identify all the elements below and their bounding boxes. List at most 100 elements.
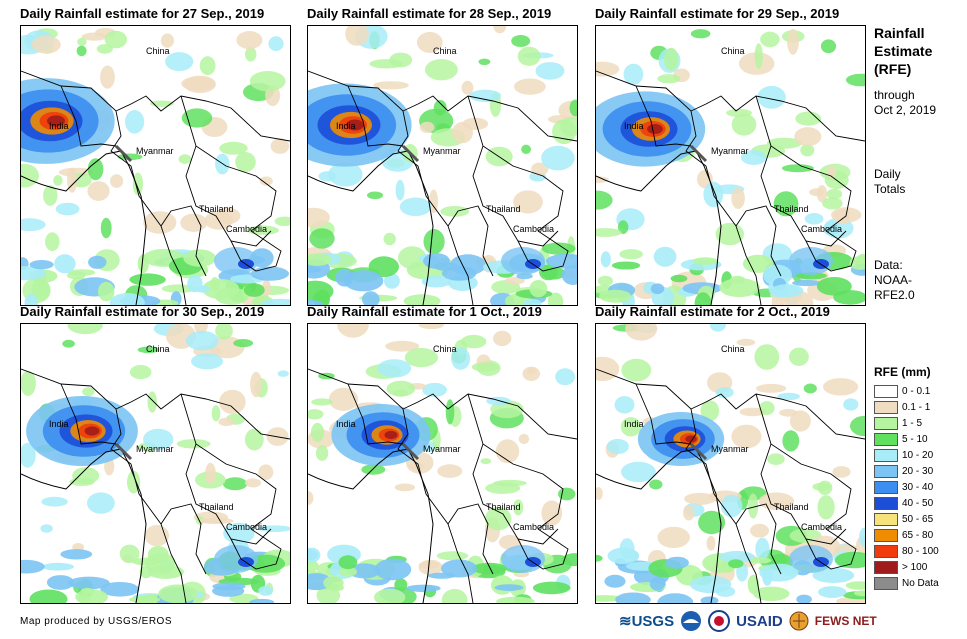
map-label-cambodia: Cambodia [801, 522, 843, 532]
legend-label: > 100 [902, 561, 928, 573]
legend-label: 0.1 - 1 [902, 401, 931, 413]
map-label-thailand: Thailand [199, 204, 234, 214]
rainfall-map-panel: China India Myanmar Thailand Cambodia [307, 25, 578, 306]
legend-swatch [874, 560, 898, 574]
legend-swatch [874, 448, 898, 462]
legend-swatch [874, 464, 898, 478]
map-label-china: China [146, 46, 170, 56]
legend-item: 0.1 - 1 [874, 399, 939, 415]
through-label: through Oct 2, 2019 [874, 88, 937, 117]
map-label-cambodia: Cambodia [513, 522, 555, 532]
legend-item: 20 - 30 [874, 463, 939, 479]
map-label-myanmar: Myanmar [711, 444, 749, 454]
map-label-thailand: Thailand [774, 502, 809, 512]
map-label-india: India [624, 121, 644, 131]
logo-bar: ≋USGS USAID FEWS NET [619, 608, 877, 634]
legend-label: 80 - 100 [902, 545, 939, 557]
rainfall-map-panel: China India Myanmar Thailand Cambodia [20, 323, 291, 604]
map-label-india: India [336, 419, 356, 429]
legend-item: 5 - 10 [874, 431, 939, 447]
map-credit: Map produced by USGS/EROS [20, 616, 173, 627]
rainfall-map-svg [21, 324, 290, 603]
rainfall-map-svg [308, 26, 577, 305]
usaid-seal-icon [708, 610, 731, 632]
legend-swatch [874, 384, 898, 398]
map-label-china: China [146, 344, 170, 354]
map-label-india: India [49, 419, 69, 429]
panel-title: Daily Rainfall estimate for 29 Sep., 201… [595, 6, 840, 21]
map-label-myanmar: Myanmar [423, 444, 461, 454]
legend-item: 1 - 5 [874, 415, 939, 431]
legend-item: 65 - 80 [874, 527, 939, 543]
map-label-myanmar: Myanmar [136, 146, 174, 156]
map-label-cambodia: Cambodia [801, 224, 843, 234]
legend: 0 - 0.1 0.1 - 1 1 - 5 5 - 10 10 - 20 20 - 30 3… [874, 383, 939, 591]
panel-title: Daily Rainfall estimate for 2 Oct., 2019 [595, 304, 830, 319]
map-label-cambodia: Cambodia [226, 522, 268, 532]
legend-label: 50 - 65 [902, 513, 934, 525]
rainfall-map-panel: China India Myanmar Thailand Cambodia [20, 25, 291, 306]
legend-item: 40 - 50 [874, 495, 939, 511]
legend-swatch [874, 576, 898, 590]
legend-swatch [874, 400, 898, 414]
legend-title: RFE (mm) [874, 365, 931, 379]
legend-item: 30 - 40 [874, 479, 939, 495]
map-label-cambodia: Cambodia [513, 224, 555, 234]
map-label-china: China [433, 46, 457, 56]
map-label-india: India [336, 121, 356, 131]
data-source-label: Data: NOAA- RFE2.0 [874, 258, 915, 302]
noaa-logo-icon [681, 611, 702, 631]
map-label-china: China [433, 344, 457, 354]
map-label-cambodia: Cambodia [226, 224, 268, 234]
legend-swatch [874, 432, 898, 446]
legend-swatch [874, 528, 898, 542]
map-label-thailand: Thailand [486, 502, 521, 512]
legend-label: 5 - 10 [902, 433, 928, 445]
legend-item: 10 - 20 [874, 447, 939, 463]
legend-label: 10 - 20 [902, 449, 934, 461]
map-label-myanmar: Myanmar [423, 146, 461, 156]
legend-label: 65 - 80 [902, 529, 934, 541]
usaid-logo: USAID [736, 612, 783, 630]
panel-title: Daily Rainfall estimate for 30 Sep., 201… [20, 304, 265, 319]
legend-swatch [874, 416, 898, 430]
map-label-myanmar: Myanmar [711, 146, 749, 156]
map-label-myanmar: Myanmar [136, 444, 174, 454]
legend-label: 1 - 5 [902, 417, 923, 429]
panel-title: Daily Rainfall estimate for 28 Sep., 201… [307, 6, 552, 21]
rainfall-map-svg [596, 28, 865, 305]
panel-title: Daily Rainfall estimate for 27 Sep., 201… [20, 6, 265, 21]
legend-label: No Data [902, 577, 939, 589]
legend-label: 30 - 40 [902, 481, 934, 493]
legend-swatch [874, 512, 898, 526]
usgs-logo: ≋USGS [619, 613, 675, 630]
fewsnet-globe-icon [789, 611, 809, 631]
legend-swatch [874, 480, 898, 494]
map-label-india: India [49, 121, 69, 131]
legend-swatch [874, 544, 898, 558]
rainfall-map-svg [21, 27, 290, 305]
map-label-thailand: Thailand [199, 502, 234, 512]
legend-item: 0 - 0.1 [874, 383, 939, 399]
rainfall-map-panel: China India Myanmar Thailand Cambodia [595, 25, 866, 306]
legend-label: 0 - 0.1 [902, 385, 931, 397]
map-label-china: China [721, 344, 745, 354]
legend-item: No Data [874, 575, 939, 591]
legend-label: 40 - 50 [902, 497, 934, 509]
legend-item: 50 - 65 [874, 511, 939, 527]
rainfall-map-svg [308, 324, 577, 603]
fewsnet-logo: FEWS NET [814, 614, 877, 628]
map-label-thailand: Thailand [774, 204, 809, 214]
legend-item: 80 - 100 [874, 543, 939, 559]
rainfall-map-svg [596, 324, 865, 603]
panel-title: Daily Rainfall estimate for 1 Oct., 2019 [307, 304, 542, 319]
daily-totals-label: Daily Totals [874, 167, 906, 196]
side-title: Rainfall Estimate (RFE) [874, 25, 933, 77]
map-label-india: India [624, 419, 644, 429]
map-label-china: China [721, 46, 745, 56]
rainfall-map-panel: China India Myanmar Thailand Cambodia [307, 323, 578, 604]
legend-swatch [874, 496, 898, 510]
legend-item: > 100 [874, 559, 939, 575]
map-label-thailand: Thailand [486, 204, 521, 214]
legend-label: 20 - 30 [902, 465, 934, 477]
